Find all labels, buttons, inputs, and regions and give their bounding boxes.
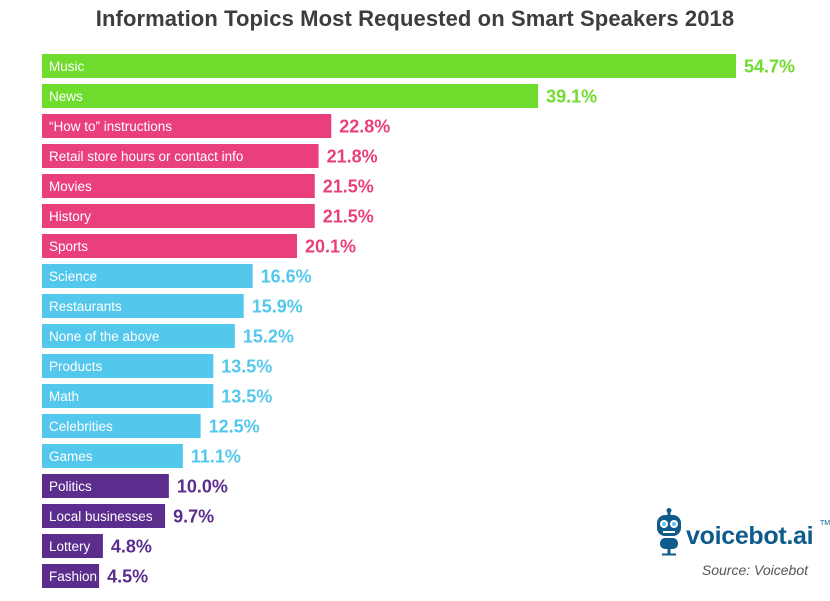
category-label: None of the above <box>49 329 159 344</box>
bar-4 <box>42 174 315 198</box>
value-label: 21.5% <box>323 207 374 227</box>
bar-13 <box>42 444 183 468</box>
category-label: Lottery <box>49 539 91 554</box>
bar-11 <box>42 384 214 408</box>
category-label: Games <box>49 449 93 464</box>
value-label: 21.8% <box>327 147 378 167</box>
bar-17 <box>42 564 100 588</box>
bar-9 <box>42 324 235 348</box>
value-label: 11.1% <box>191 447 241 467</box>
voicebot-logo: voicebot.ai TM <box>654 508 830 556</box>
bar-5 <box>42 204 315 228</box>
value-label: 4.8% <box>111 537 152 557</box>
bar-14 <box>42 474 169 498</box>
bar-8 <box>42 294 244 318</box>
bar-1 <box>42 84 539 108</box>
chart-title: Information Topics Most Requested on Sma… <box>95 6 735 31</box>
value-label: 12.5% <box>209 417 260 437</box>
bar-3 <box>42 144 319 168</box>
value-label: 9.7% <box>173 507 214 527</box>
logo-wordmark: voicebot.ai <box>686 522 814 550</box>
bar-7 <box>42 264 253 288</box>
value-label: 15.9% <box>252 297 303 317</box>
category-label: Celebrities <box>49 419 113 434</box>
robot-microphone-icon <box>657 508 681 556</box>
value-label: 54.7% <box>744 57 795 77</box>
category-label: Restaurants <box>49 299 122 314</box>
value-label: 4.5% <box>107 567 148 587</box>
bar-6 <box>42 234 298 258</box>
value-label: 13.5% <box>221 387 272 407</box>
category-label: “How to” instructions <box>49 119 172 134</box>
value-label: 22.8% <box>339 117 390 137</box>
bar-2 <box>42 114 332 138</box>
value-label: 21.5% <box>323 177 374 197</box>
category-label: Politics <box>49 479 92 494</box>
value-label: 16.6% <box>261 267 312 287</box>
value-label: 39.1% <box>546 87 597 107</box>
value-label: 10.0% <box>177 477 228 497</box>
category-label: Movies <box>49 179 92 194</box>
category-label: Fashion <box>49 569 97 584</box>
category-label: Products <box>49 359 103 374</box>
bar-12 <box>42 414 201 438</box>
category-label: Science <box>49 269 97 284</box>
trademark-mark: TM <box>820 520 830 527</box>
category-label: Math <box>49 389 79 404</box>
value-label: 13.5% <box>221 357 272 377</box>
category-label: Retail store hours or contact info <box>49 149 243 164</box>
value-label: 15.2% <box>243 327 294 347</box>
value-label: 20.1% <box>305 237 356 257</box>
bar-0 <box>42 54 736 78</box>
bar-16 <box>42 534 103 558</box>
category-label: Sports <box>49 239 88 254</box>
source-credit: Source: Voicebot <box>701 562 808 578</box>
category-label: Local businesses <box>49 509 153 524</box>
bar-15 <box>42 504 166 528</box>
bar-10 <box>42 354 214 378</box>
category-label: Music <box>49 59 85 74</box>
category-label: News <box>49 89 83 104</box>
category-label: History <box>49 209 91 224</box>
